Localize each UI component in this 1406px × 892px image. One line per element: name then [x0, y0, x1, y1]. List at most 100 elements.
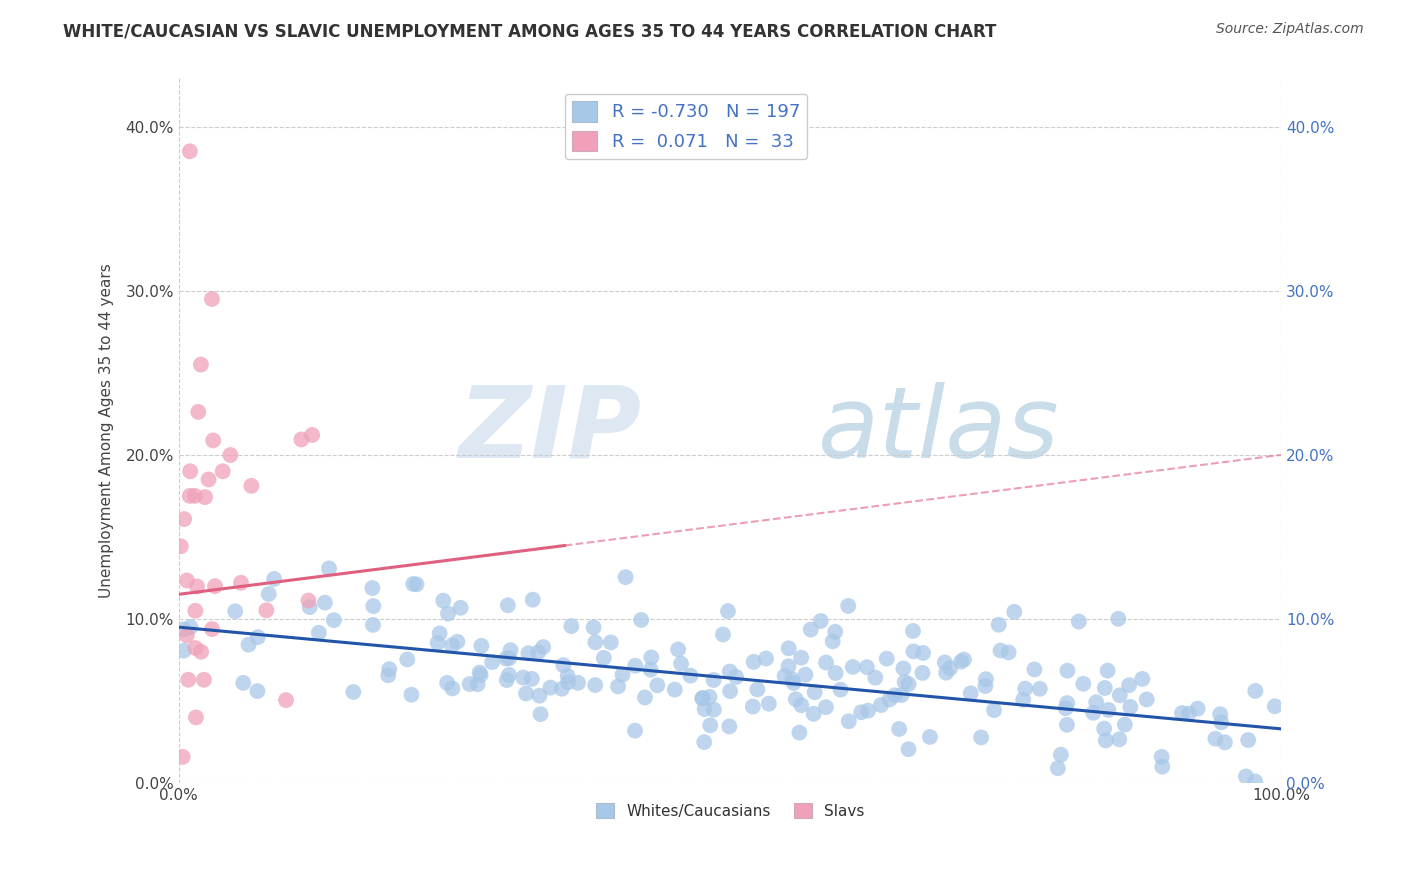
Point [1119, 700, 1142, 714]
Point [785, 692, 807, 706]
Point [496, 599, 519, 613]
Point [903, 644, 925, 658]
Point [498, 651, 520, 665]
Point [557, 675, 579, 690]
Point [1067, 615, 1090, 629]
Point [229, 575, 252, 590]
Point [301, 428, 323, 442]
Point [983, 703, 1005, 717]
Point [177, 673, 200, 687]
Point [824, 666, 846, 681]
Point [856, 660, 879, 674]
Point [890, 688, 912, 702]
Point [842, 660, 865, 674]
Text: atlas: atlas [818, 382, 1060, 479]
Point [974, 672, 997, 686]
Point [782, 676, 804, 690]
Point [583, 678, 606, 692]
Point [742, 655, 765, 669]
Point [1118, 678, 1140, 692]
Text: ZIP: ZIP [458, 382, 643, 479]
Point [437, 607, 460, 621]
Point [1083, 706, 1105, 720]
Point [184, 604, 207, 618]
Point [1237, 733, 1260, 747]
Point [179, 464, 201, 478]
Point [893, 675, 915, 690]
Point [865, 671, 887, 685]
Point [1014, 681, 1036, 696]
Point [179, 145, 201, 159]
Point [211, 464, 233, 478]
Point [718, 665, 741, 679]
Point [669, 657, 692, 671]
Point [803, 706, 825, 721]
Point [1024, 663, 1046, 677]
Point [1056, 696, 1078, 710]
Point [441, 681, 464, 696]
Point [693, 702, 716, 716]
Point [624, 723, 647, 738]
Point [699, 718, 721, 732]
Point [468, 665, 491, 680]
Point [1264, 699, 1286, 714]
Point [1029, 681, 1052, 696]
Point [950, 655, 973, 669]
Point [426, 636, 449, 650]
Point [257, 587, 280, 601]
Point [377, 668, 399, 682]
Point [987, 617, 1010, 632]
Point [990, 643, 1012, 657]
Point [1097, 664, 1119, 678]
Point [692, 691, 714, 706]
Point [800, 623, 823, 637]
Point [470, 639, 492, 653]
Point [520, 672, 543, 686]
Point [531, 640, 554, 654]
Point [935, 665, 957, 680]
Point [703, 703, 725, 717]
Point [1136, 692, 1159, 706]
Point [1130, 672, 1153, 686]
Point [1092, 722, 1115, 736]
Point [499, 643, 522, 657]
Point [450, 600, 472, 615]
Point [634, 690, 657, 705]
Point [718, 684, 741, 698]
Point [184, 489, 207, 503]
Point [202, 434, 225, 448]
Point [378, 662, 401, 676]
Point [363, 599, 385, 613]
Point [889, 722, 911, 736]
Point [538, 681, 561, 695]
Point [790, 650, 813, 665]
Point [201, 622, 224, 636]
Point [1209, 707, 1232, 722]
Point [176, 628, 198, 642]
Point [718, 719, 741, 733]
Point [911, 665, 934, 680]
Point [1177, 706, 1199, 721]
Point [557, 669, 579, 683]
Point [322, 613, 344, 627]
Point [778, 641, 800, 656]
Point [240, 479, 263, 493]
Point [396, 652, 419, 666]
Point [1213, 735, 1236, 749]
Point [837, 599, 859, 613]
Point [551, 681, 574, 696]
Point [361, 581, 384, 595]
Point [297, 593, 319, 607]
Point [172, 749, 194, 764]
Point [1204, 731, 1226, 746]
Point [1071, 677, 1094, 691]
Point [803, 685, 825, 699]
Point [190, 358, 212, 372]
Point [184, 640, 207, 655]
Point [640, 650, 662, 665]
Point [790, 698, 813, 713]
Point [1234, 769, 1257, 783]
Point [238, 638, 260, 652]
Point [630, 613, 652, 627]
Point [647, 678, 669, 692]
